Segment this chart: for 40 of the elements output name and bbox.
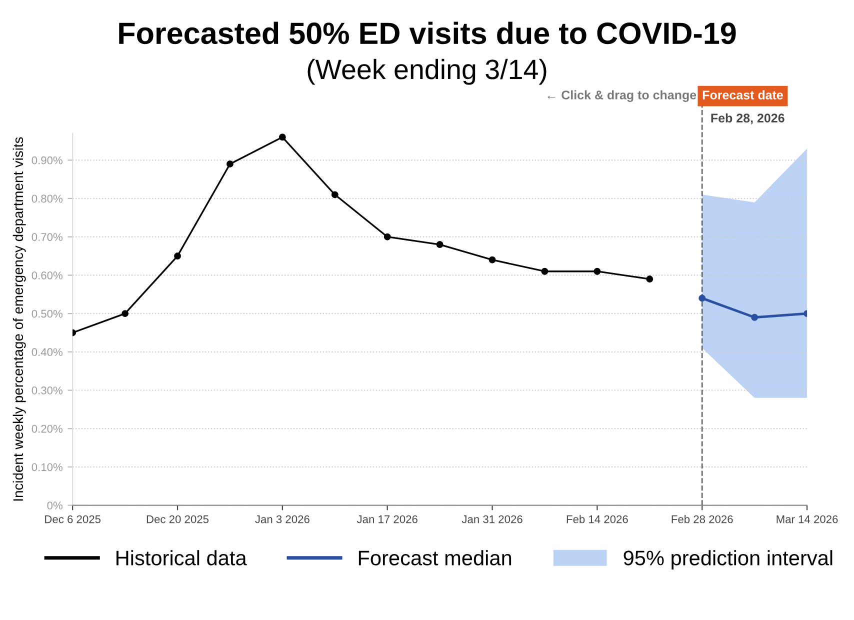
y-tick-label: 0.90% bbox=[32, 156, 62, 164]
x-tick-label: Jan 3 2026 bbox=[255, 515, 310, 524]
point bbox=[594, 268, 601, 275]
y-tick-label: 0.50% bbox=[32, 310, 62, 318]
x-tick-label: Dec 20 2025 bbox=[146, 515, 209, 524]
y-tick-label: 0.30% bbox=[32, 386, 62, 394]
point bbox=[541, 268, 548, 275]
y-tick-label: 0% bbox=[47, 502, 62, 510]
x-tick-label: Mar 14 2026 bbox=[776, 515, 838, 524]
y-tick-label: 0.20% bbox=[32, 424, 62, 433]
point bbox=[331, 191, 338, 198]
legend-label: 95% prediction interval bbox=[624, 550, 832, 570]
x-tick-label: Dec 6 2025 bbox=[45, 515, 101, 524]
text: ← Click & drag to change bbox=[548, 90, 696, 102]
legend-label: Historical data bbox=[116, 550, 247, 566]
y-tick-label: 0.80% bbox=[32, 194, 62, 203]
x-tick-label: Feb 28 2026 bbox=[672, 515, 733, 524]
point bbox=[278, 134, 286, 141]
point bbox=[384, 233, 391, 240]
y-tick-label: 0.70% bbox=[32, 233, 62, 241]
y-tick-label: 0.10% bbox=[32, 463, 62, 472]
point bbox=[646, 276, 654, 283]
point bbox=[488, 256, 496, 264]
annotation: Feb 28, 2026 bbox=[711, 113, 784, 124]
point bbox=[751, 314, 758, 321]
chart-subtitle: (Week ending 3/14) bbox=[308, 58, 546, 85]
point bbox=[226, 160, 234, 168]
x-tick-label: Feb 14 2026 bbox=[566, 515, 628, 524]
point bbox=[698, 294, 706, 302]
legend-label: Forecast median bbox=[358, 550, 512, 566]
y-axis-title: Incident weekly percentage of emergency department visits bbox=[12, 137, 26, 501]
point bbox=[436, 241, 444, 248]
y-tick-label: 0.40% bbox=[32, 348, 62, 356]
y-tick-label: 0.60% bbox=[32, 271, 62, 280]
x-tick-label: Jan 31 2026 bbox=[462, 515, 522, 524]
ref-line-label: Forecast date bbox=[702, 90, 783, 100]
point bbox=[174, 252, 181, 260]
point bbox=[122, 310, 129, 318]
chart-title: Forecasted 50% ED visits due to COVID-19 bbox=[119, 22, 736, 44]
x-tick-label: Jan 17 2026 bbox=[356, 515, 418, 524]
